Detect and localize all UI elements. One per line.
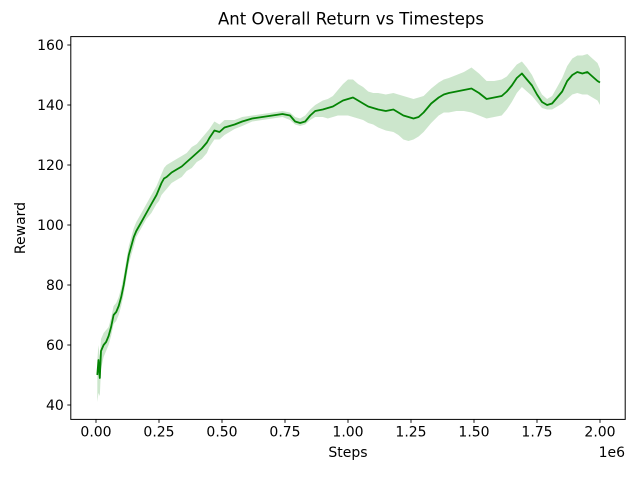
y-tick-label: 100 bbox=[37, 218, 64, 234]
y-tick-label: 160 bbox=[37, 38, 64, 54]
x-tick-label: 0.25 bbox=[143, 424, 174, 440]
x-tick-label: 1.75 bbox=[521, 424, 552, 440]
reward-std-band bbox=[97, 54, 601, 402]
x-tick-label: 0.75 bbox=[269, 424, 300, 440]
y-tick-label: 120 bbox=[37, 158, 64, 174]
y-tick-label: 40 bbox=[46, 398, 64, 414]
reward-mean-line bbox=[96, 71, 601, 379]
y-tick-label: 140 bbox=[37, 98, 64, 114]
y-axis-label: Reward bbox=[13, 201, 29, 255]
x-axis-label: Steps bbox=[328, 445, 368, 461]
plot-title: Ant Overall Return vs Timesteps bbox=[218, 9, 484, 29]
x-tick-label: 1.25 bbox=[395, 424, 426, 440]
y-tick-label: 80 bbox=[46, 278, 64, 294]
x-tick-label: 0.00 bbox=[80, 424, 111, 440]
x-tick-label: 1.00 bbox=[332, 424, 363, 440]
x-tick-label: 2.00 bbox=[584, 424, 615, 440]
y-tick-label: 60 bbox=[46, 338, 64, 354]
x-tick-label: 1.50 bbox=[458, 424, 489, 440]
x-axis-offset-label: 1e6 bbox=[598, 445, 625, 461]
x-tick-label: 0.50 bbox=[206, 424, 237, 440]
